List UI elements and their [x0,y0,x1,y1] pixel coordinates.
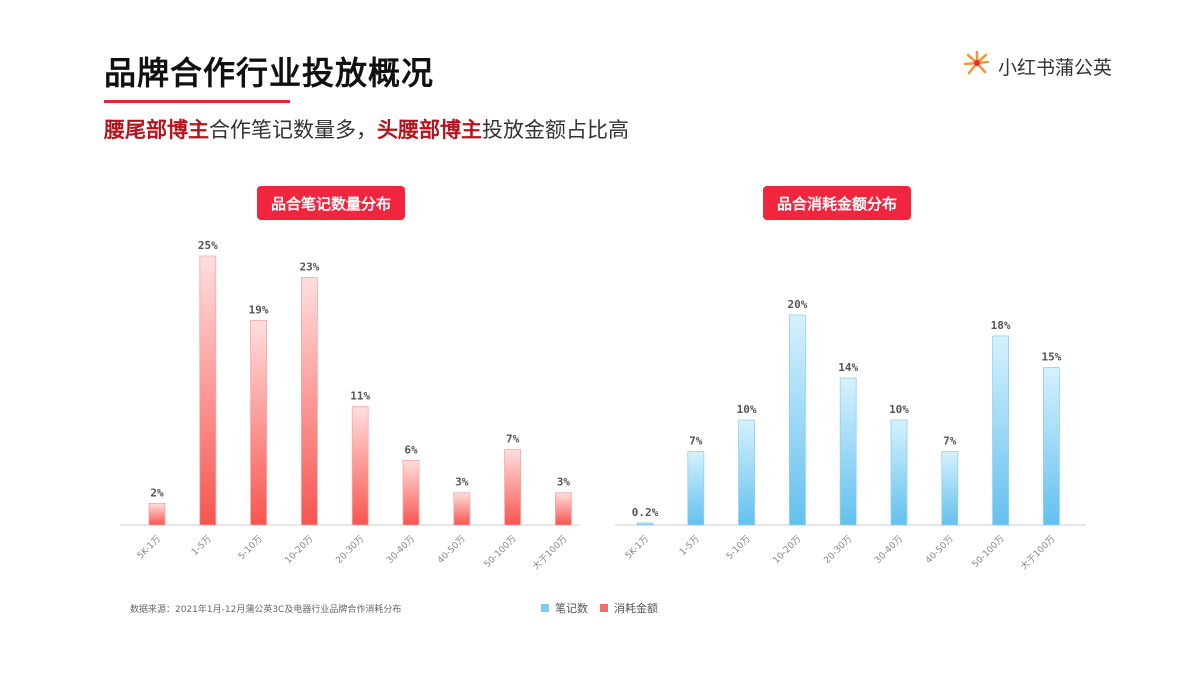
chart-notes: 2% 5K-1万 25% 1-5万 19% 5-10万 23% 10-20万 11% 20-30万… [120,239,580,572]
bar [453,492,471,526]
brand-logo: 小红书蒲公英 [962,50,1112,82]
bar [555,492,572,526]
category-tick-label: 50-100万 [971,534,1007,570]
category-tick-label: 1-5万 [190,534,214,558]
data-source-note: 数据来源：2021年1月-12月蒲公英3C及电器行业品牌合作消耗分布 [130,605,402,615]
category-tick-label: 40-50万 [924,534,956,566]
data-label: 6% [404,443,418,456]
data-label: 2% [150,486,164,499]
data-label: 14% [838,361,858,374]
data-label: 20% [787,298,807,311]
page-subtitle: 腰尾部博主合作笔记数量多，头腰部博主投放金额占比高 [104,114,629,144]
bar [839,377,857,526]
legend-swatch-spend [600,604,608,612]
category-tick-label: 5K-1万 [624,534,651,561]
data-label: 19% [249,304,269,317]
bar [941,451,959,526]
subtitle-text-1: 合作笔记数量多， [209,118,377,142]
data-label: 23% [299,261,319,274]
data-label: 3% [455,476,469,489]
data-label: 7% [506,433,520,446]
chart-spend: 0.2% 5K-1万 7% 1-5万 10% 5-10万 20% 10-20万 14% 20-30… [615,298,1086,572]
subtitle-highlight-1: 腰尾部博主 [104,118,209,142]
bar [738,419,755,526]
category-tick-label: 5-10万 [237,534,265,562]
category-tick-label: 20-30万 [822,534,854,566]
title-underline [104,100,290,103]
data-label: 10% [889,403,909,416]
bar [687,451,705,526]
data-label: 0.2% [632,506,659,519]
chart-title-spend: 品合消耗金额分布 [763,186,912,220]
category-tick-label: 20-30万 [334,534,366,566]
category-tick-label: 10-20万 [284,534,316,566]
bar [890,419,908,526]
data-label: 15% [1041,351,1061,364]
bar [504,449,522,526]
data-label: 11% [350,390,370,403]
data-label: 3% [557,476,571,489]
category-tick-label: 大于100万 [1018,533,1058,573]
category-tick-label: 5K-1万 [136,534,163,561]
data-label: 10% [737,403,757,416]
legend-swatch-notes [541,604,549,612]
bar [351,406,369,526]
data-label: 25% [198,239,218,252]
brand-name: 小红书蒲公英 [998,56,1113,79]
bar [789,314,806,526]
chart-legend: 笔记数 消耗金额 [541,600,658,616]
page-title: 品牌合作行业投放概况 [104,54,435,92]
category-tick-label: 5-10万 [725,534,753,562]
dandelion-logo-icon [962,49,992,83]
data-label: 18% [991,319,1011,332]
bar [636,522,654,526]
bar [1043,367,1060,526]
bar [300,277,318,526]
bar [199,255,217,526]
category-tick-label: 30-40万 [385,534,417,566]
data-label: 7% [943,435,957,448]
category-tick-label: 50-100万 [483,534,519,570]
legend-label-notes: 笔记数 [555,602,588,615]
category-tick-label: 30-40万 [873,534,905,566]
category-tick-label: 10-20万 [772,534,804,566]
category-tick-label: 大于100万 [530,533,570,573]
bar [250,320,268,526]
data-label: 7% [689,435,703,448]
chart-title-notes: 品合笔记数量分布 [257,186,406,220]
category-tick-label: 1-5万 [678,534,702,558]
bar [992,335,1009,526]
category-tick-label: 40-50万 [436,534,468,566]
legend-label-spend: 消耗金额 [614,602,658,615]
bar [402,460,420,526]
bar [148,503,166,526]
subtitle-highlight-2: 头腰部博主 [377,118,482,142]
subtitle-text-2: 投放金额占比高 [482,118,629,142]
